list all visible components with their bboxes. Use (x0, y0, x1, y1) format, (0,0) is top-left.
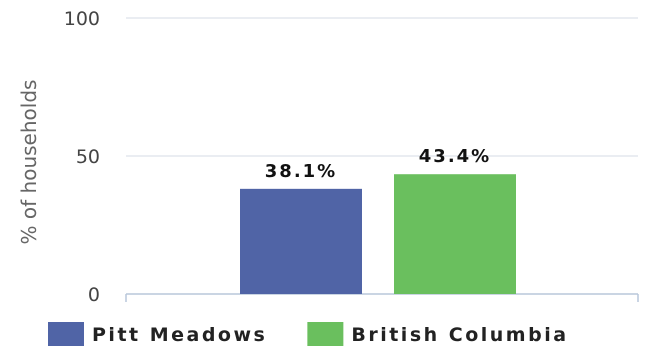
legend-swatch (48, 322, 84, 346)
bar-british-columbia (394, 174, 516, 294)
y-tick-label: 100 (64, 8, 100, 30)
legend-swatch (307, 322, 344, 346)
legend: Pitt Meadows British Columbia (48, 322, 568, 346)
y-axis-title: % of households (17, 80, 41, 245)
gridlines (126, 17, 638, 157)
legend-label: Pitt Meadows (92, 324, 267, 346)
y-tick-label: 0 (88, 284, 100, 306)
data-labels: 38.1% 43.4% (265, 146, 491, 182)
bars (240, 174, 516, 294)
y-tick-label: 50 (76, 146, 100, 168)
y-axis-ticks: 0 50 100 (64, 8, 100, 306)
data-label: 38.1% (265, 161, 337, 182)
data-label: 43.4% (419, 146, 491, 167)
bar-pitt-meadows (240, 188, 362, 294)
legend-label: British Columbia (351, 324, 568, 346)
